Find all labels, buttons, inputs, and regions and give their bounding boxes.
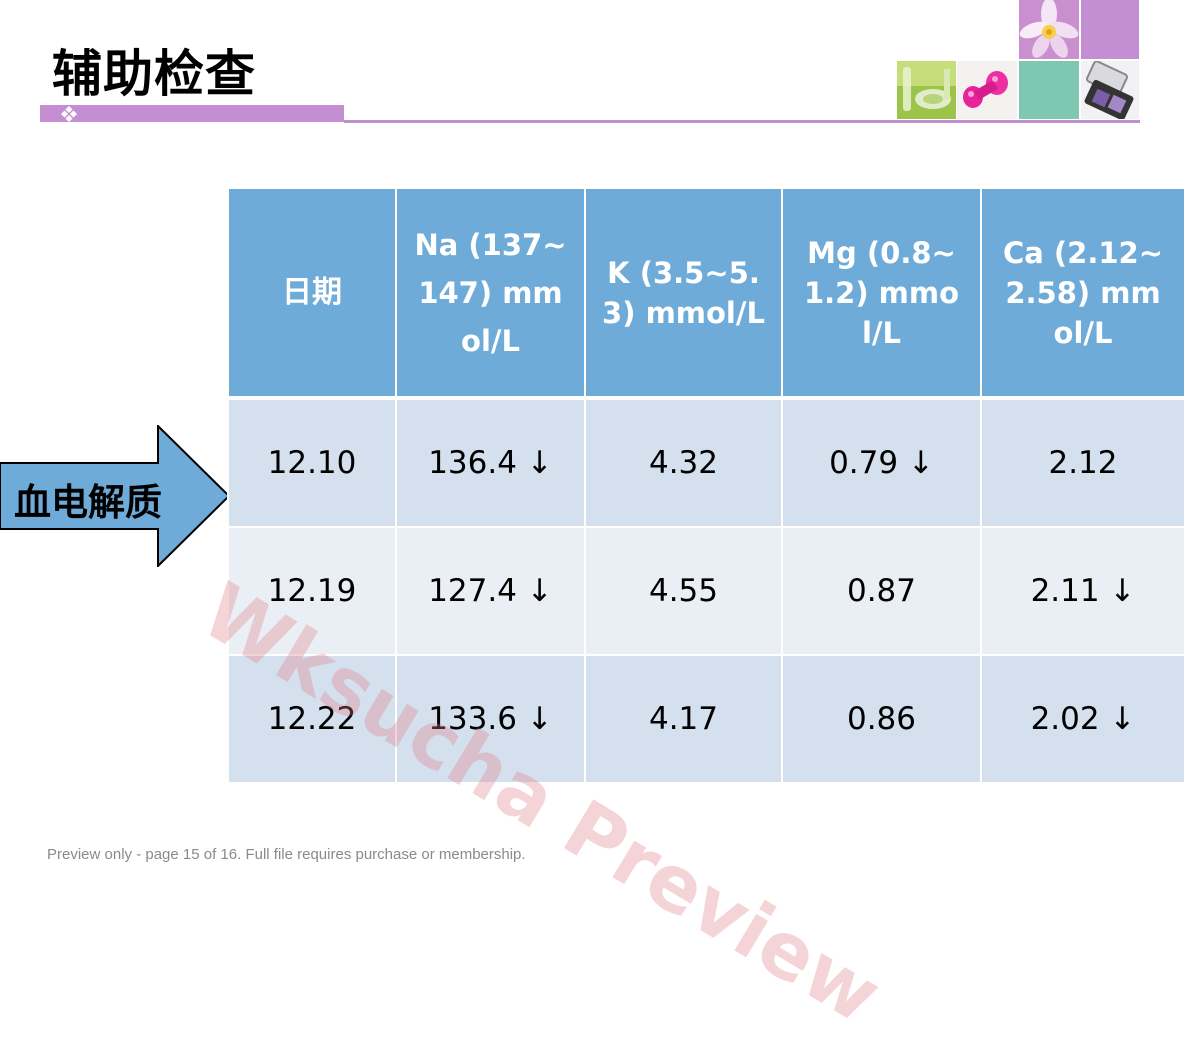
electrolyte-table: 日期 Na (137~147) mmol/L K (3.5~5.3) mmol/…: [227, 187, 1186, 784]
right-arrow-shape: [0, 425, 231, 567]
cell-mg: 0.87: [781, 526, 982, 656]
title-accent-bar: [40, 105, 344, 122]
cell-mg: 0.79 ↓: [781, 397, 982, 528]
cell-ca: 2.11 ↓: [980, 526, 1186, 656]
page-title: 辅助检查: [52, 45, 256, 103]
cell-na: 127.4 ↓: [395, 526, 586, 656]
lily-flower-image: [1019, 0, 1079, 59]
header-k: K (3.5~5.3) mmol/L: [584, 187, 783, 399]
arrow-label: 血电解质: [14, 481, 162, 524]
cell-mg: 0.86: [781, 654, 982, 784]
table-row: 12.19 127.4 ↓ 4.55 0.87 2.11 ↓: [227, 526, 1186, 656]
cell-date: 12.10: [227, 397, 397, 528]
green-glassware-image: [897, 61, 956, 119]
purple-square-tile: [1081, 0, 1139, 59]
preview-footer-text: Preview only - page 15 of 16. Full file …: [47, 846, 526, 863]
cell-ca: 2.12: [980, 397, 1186, 528]
table-row: 12.22 133.6 ↓ 4.17 0.86 2.02 ↓: [227, 654, 1186, 784]
table-header-row: 日期 Na (137~147) mmol/L K (3.5~5.3) mmol/…: [227, 187, 1186, 399]
diamond-bullet-icon: [61, 106, 77, 122]
cell-k: 4.32: [584, 397, 783, 528]
header-ca: Ca (2.12~2.58) mmol/L: [980, 187, 1186, 399]
header-mg: Mg (0.8~1.2) mmol/L: [781, 187, 982, 399]
teal-square-tile: [1019, 61, 1079, 119]
cell-na: 136.4 ↓: [395, 397, 586, 528]
cell-k: 4.55: [584, 526, 783, 656]
cell-date: 12.19: [227, 526, 397, 656]
cosmetic-compact-image: [1081, 61, 1139, 119]
cell-date: 12.22: [227, 654, 397, 784]
cell-k: 4.17: [584, 654, 783, 784]
header-na: Na (137~147) mmol/L: [395, 187, 586, 399]
pink-dumbbell-image: [957, 61, 1017, 119]
title-underline: [344, 120, 1140, 123]
cell-ca: 2.02 ↓: [980, 654, 1186, 784]
cell-na: 133.6 ↓: [395, 654, 586, 784]
header-date: 日期: [227, 187, 397, 399]
table-row: 12.10 136.4 ↓ 4.32 0.79 ↓ 2.12: [227, 397, 1186, 528]
